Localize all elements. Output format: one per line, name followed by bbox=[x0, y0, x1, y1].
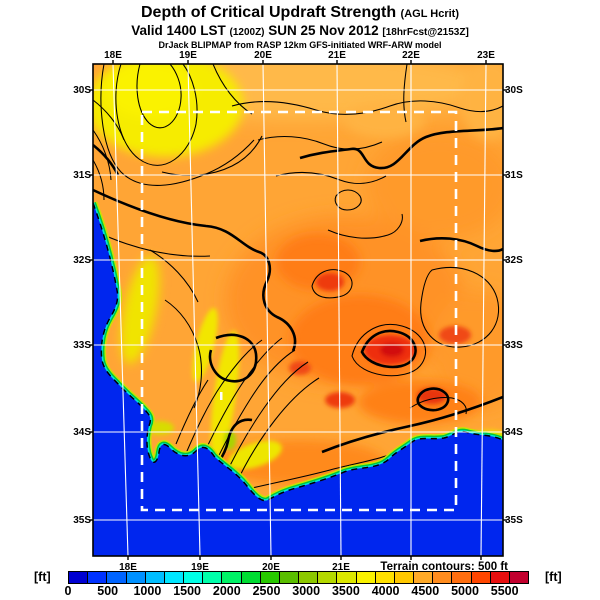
colorbar-segment bbox=[126, 572, 145, 583]
colorbar-tick-label: 5500 bbox=[490, 584, 519, 598]
colorbar-segment bbox=[88, 572, 107, 583]
right-axis-label: 31S bbox=[505, 170, 523, 181]
valid-date: SUN 25 Nov 2012 bbox=[268, 23, 379, 38]
right-axis-label: 32S bbox=[505, 255, 523, 266]
colorbar-tick-label: 3500 bbox=[331, 584, 360, 598]
colorbar-tick-label: 1000 bbox=[133, 584, 162, 598]
colorbar-segment bbox=[414, 572, 433, 583]
colorbar-unit-left: [ft] bbox=[34, 570, 51, 584]
axis-ticks bbox=[89, 60, 507, 560]
colorbar-segment bbox=[299, 572, 318, 583]
colorbar-unit-right: [ft] bbox=[545, 570, 562, 584]
valid-bracket: [18hrFcst@2153Z] bbox=[382, 27, 469, 38]
colorbar-segment bbox=[337, 572, 356, 583]
bottom-axis-label: 18E bbox=[119, 562, 137, 573]
valid-line: Valid 1400 LST (1200Z) SUN 25 Nov 2012 [… bbox=[0, 23, 600, 40]
colorbar-segment bbox=[490, 572, 509, 583]
domain-box bbox=[140, 110, 458, 512]
colorbar-ticks: 0 500 1000 1500 2000 2500 3000 3500 4000 4500 5000… bbox=[0, 584, 600, 598]
colorbar-segment bbox=[356, 572, 375, 583]
colorbar-segment bbox=[69, 572, 88, 583]
page-title: Depth of Critical Updraft Strength (AGL … bbox=[0, 3, 600, 23]
map-frame bbox=[92, 63, 504, 557]
bottom-axis-label: 21E bbox=[332, 562, 350, 573]
colorbar-segment bbox=[260, 572, 279, 583]
colorbar-segment bbox=[433, 572, 452, 583]
top-axis-label: 22E bbox=[402, 50, 420, 61]
right-axis-label: 34S bbox=[505, 427, 523, 438]
contour-lines-bold bbox=[93, 126, 503, 484]
top-axis-label: 21E bbox=[328, 50, 346, 61]
top-axis-label: 20E bbox=[254, 50, 272, 61]
colorbar-tick-label: 2000 bbox=[212, 584, 241, 598]
valid-paren: (1200Z) bbox=[229, 27, 265, 38]
colorbar-tick-label: 4000 bbox=[371, 584, 400, 598]
colorbar-segments bbox=[68, 571, 529, 584]
left-axis-label: 31S bbox=[73, 170, 91, 181]
left-axis-label: 30S bbox=[73, 85, 91, 96]
ocean bbox=[93, 203, 503, 556]
model-line: DrJack BLIPMAP from RASP 12km GFS-initia… bbox=[158, 39, 442, 50]
colorbar-tick-label: 4500 bbox=[411, 584, 440, 598]
gridlines bbox=[93, 64, 503, 556]
coastline bbox=[93, 202, 503, 502]
top-axis-label: 18E bbox=[104, 50, 122, 61]
colorbar-segment bbox=[164, 572, 184, 583]
colorbar-segment bbox=[107, 572, 126, 583]
title-suffix: (AGL Hcrit) bbox=[400, 8, 460, 20]
top-axis-label: 19E bbox=[179, 50, 197, 61]
colorbar-segment bbox=[318, 572, 337, 583]
left-axis-label: 35S bbox=[73, 515, 91, 526]
colorbar-segment bbox=[184, 572, 203, 583]
colorbar-segment bbox=[241, 572, 260, 583]
left-axis-label: 34S bbox=[73, 427, 91, 438]
colorbar-segment bbox=[279, 572, 299, 583]
colorbar-segment bbox=[471, 572, 490, 583]
right-axis-label: 33S bbox=[505, 340, 523, 351]
title-text: Depth of Critical Updraft Strength bbox=[140, 4, 397, 21]
header: Depth of Critical Updraft Strength (AGL … bbox=[0, 3, 600, 51]
top-axis-label: 23E bbox=[477, 50, 495, 61]
colorbar-tick-label: 500 bbox=[97, 584, 119, 598]
colorbar-segment bbox=[203, 572, 222, 583]
colorbar-segment bbox=[394, 572, 414, 583]
colorbar-segment bbox=[222, 572, 241, 583]
left-axis-label: 33S bbox=[73, 340, 91, 351]
colorbar-tick-label: 2500 bbox=[252, 584, 281, 598]
bottom-axis-label: 19E bbox=[191, 562, 209, 573]
bottom-axis-label: 20E bbox=[262, 562, 280, 573]
terrain-contours-note: Terrain contours: 500 ft bbox=[380, 561, 508, 573]
site-marker bbox=[220, 392, 223, 400]
right-axis-label: 30S bbox=[505, 85, 523, 96]
colorbar-segment bbox=[452, 572, 471, 583]
colorbar-segment bbox=[375, 572, 394, 583]
right-axis-label: 35S bbox=[505, 515, 523, 526]
colorbar-tick-label: 3000 bbox=[292, 584, 321, 598]
left-axis-label: 32S bbox=[73, 255, 91, 266]
colorbar-tick-label: 0 bbox=[64, 584, 72, 598]
valid-prefix: Valid 1400 LST bbox=[131, 23, 226, 38]
colorbar-tick-label: 1500 bbox=[173, 584, 201, 598]
colorbar-segment bbox=[509, 572, 529, 583]
colorbar-segment bbox=[145, 572, 164, 583]
colorbar-tick-label: 5000 bbox=[451, 584, 479, 598]
